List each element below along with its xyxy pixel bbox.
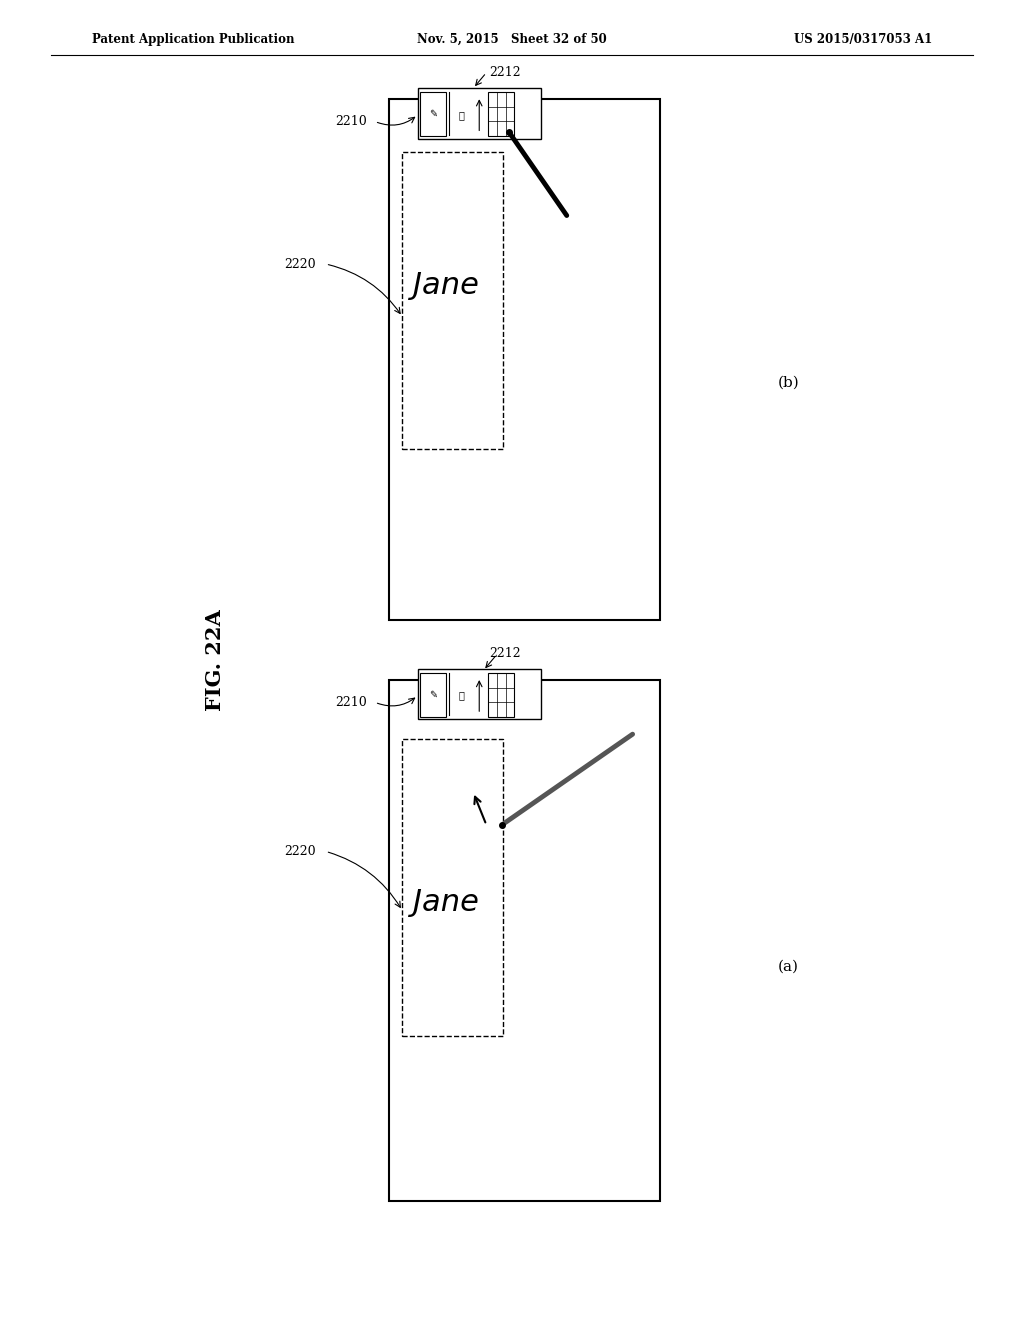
- Text: FIG. 22A: FIG. 22A: [205, 609, 225, 711]
- Text: ⌒: ⌒: [459, 110, 465, 120]
- FancyBboxPatch shape: [389, 99, 660, 620]
- FancyBboxPatch shape: [488, 673, 514, 717]
- FancyBboxPatch shape: [488, 92, 514, 136]
- Text: 2212: 2212: [489, 647, 520, 660]
- Text: 2220: 2220: [284, 257, 315, 271]
- FancyBboxPatch shape: [389, 680, 660, 1201]
- FancyBboxPatch shape: [418, 88, 541, 139]
- Text: Jane: Jane: [413, 888, 478, 917]
- Text: 2212: 2212: [489, 66, 520, 79]
- FancyBboxPatch shape: [420, 673, 446, 717]
- Text: Jane: Jane: [413, 271, 478, 300]
- Text: Patent Application Publication: Patent Application Publication: [92, 33, 295, 46]
- FancyBboxPatch shape: [420, 92, 446, 136]
- Text: ✎: ✎: [429, 110, 437, 119]
- Text: (a): (a): [778, 960, 799, 973]
- Text: 2210: 2210: [335, 115, 367, 128]
- Text: Nov. 5, 2015   Sheet 32 of 50: Nov. 5, 2015 Sheet 32 of 50: [417, 33, 607, 46]
- Text: US 2015/0317053 A1: US 2015/0317053 A1: [794, 33, 932, 46]
- Text: ⌒: ⌒: [459, 690, 465, 701]
- Text: 2210: 2210: [335, 696, 367, 709]
- Text: 2220: 2220: [284, 845, 315, 858]
- Text: ✎: ✎: [429, 690, 437, 700]
- FancyBboxPatch shape: [418, 669, 541, 719]
- Text: (b): (b): [777, 376, 800, 389]
